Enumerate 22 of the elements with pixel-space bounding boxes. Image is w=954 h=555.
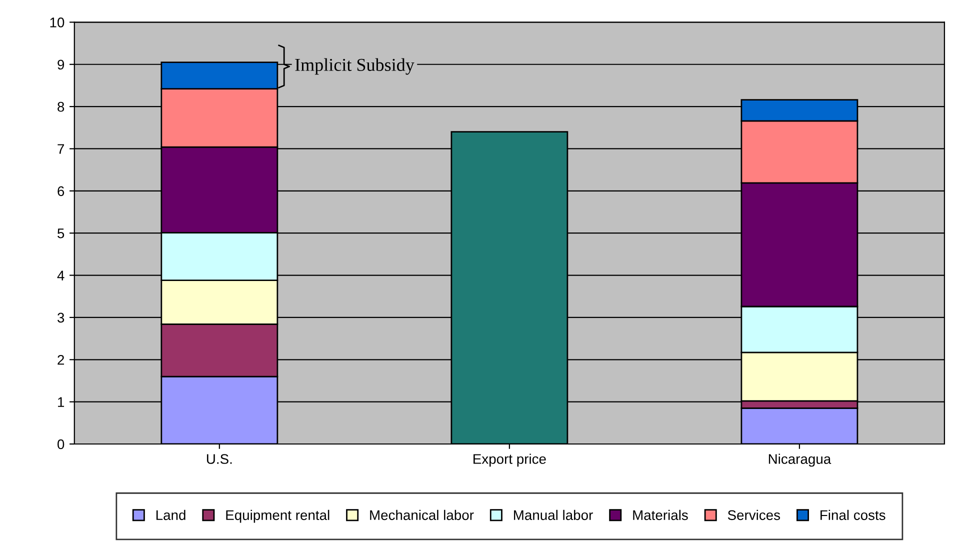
y-tick-label: 8 [58, 102, 64, 112]
legend-label: Manual labor [514, 510, 593, 520]
annotation: Implicit Subsidy [295, 58, 414, 75]
x-tick-label: Nicaragua [768, 454, 832, 467]
legend-label: Final costs [820, 510, 886, 520]
legend-label: Services [728, 510, 780, 520]
legend-label: Equipment rental [226, 510, 330, 523]
legend-label: Mechanical labor [370, 510, 474, 520]
y-tick-label: 5 [58, 228, 64, 238]
y-tick-label: 6 [58, 186, 64, 196]
y-tick-label: 3 [57, 312, 64, 323]
y-tick-label: 7 [58, 144, 64, 154]
y-tick-label: 0 [58, 439, 64, 450]
x-tick-label: Export price [474, 454, 546, 467]
y-tick-label: 1 [58, 397, 64, 407]
legend-label: Materials [633, 510, 688, 520]
y-tick-label: 10 [50, 18, 64, 28]
y-tick-label: 4 [57, 270, 64, 280]
x-tick-label: U.S. [206, 454, 232, 464]
legend-label: Land [156, 510, 186, 520]
y-tick-label: 2 [58, 354, 64, 365]
y-tick-label: 9 [58, 60, 64, 70]
